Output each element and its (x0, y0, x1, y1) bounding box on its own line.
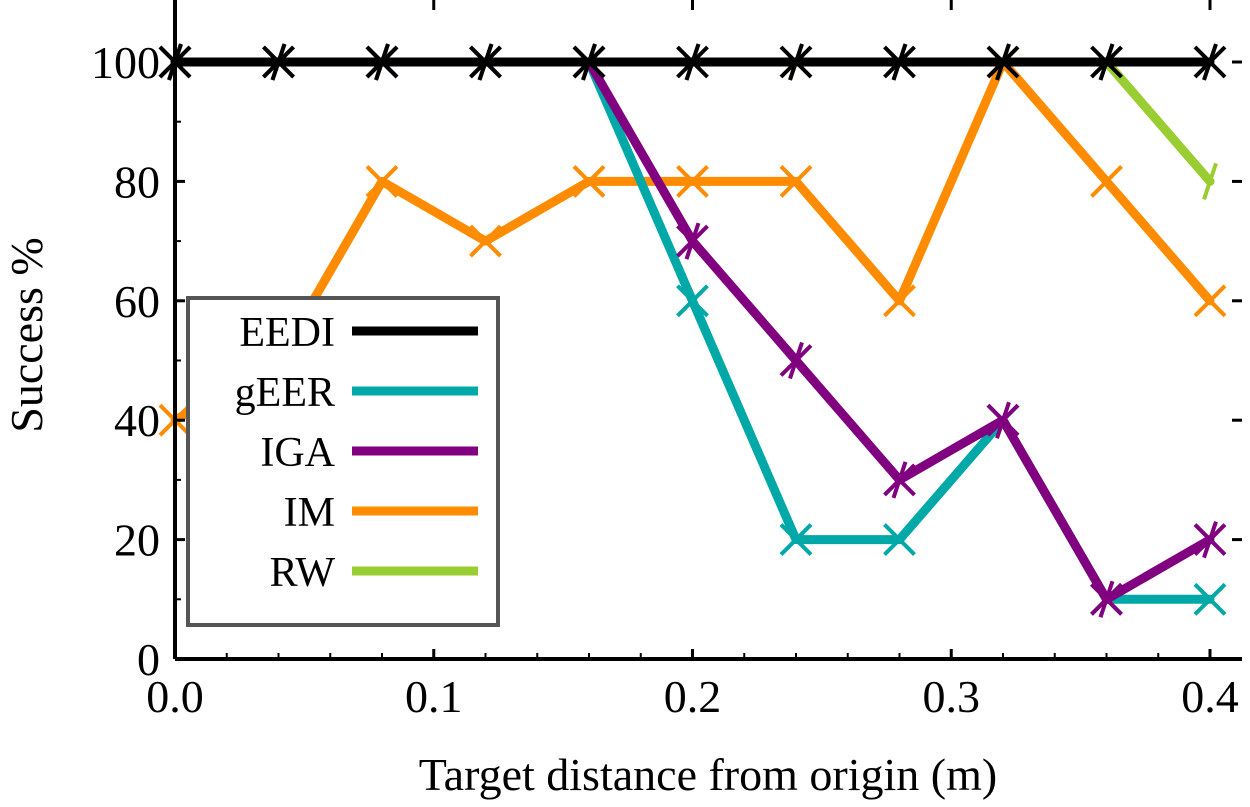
legend-item-iga: IGA (260, 430, 478, 476)
y-ticks: 0 20 40 60 80 100 (91, 37, 1242, 685)
legend-item-im: IM (284, 490, 478, 536)
legend-label: EEDI (239, 310, 335, 356)
data-point-iga (779, 341, 813, 380)
marker-stroke (1090, 164, 1123, 198)
series-im (158, 45, 1227, 437)
marker-stroke (477, 43, 494, 81)
x-tick-label: 0.2 (664, 671, 722, 722)
data-point-im (1090, 164, 1123, 198)
series-eedi (158, 43, 1227, 81)
legend-label: gEER (235, 370, 335, 416)
marker-stroke (1202, 162, 1218, 201)
y-tick-label: 100 (91, 37, 160, 88)
data-point-eedi (1090, 43, 1123, 81)
y-tick-label: 0 (137, 634, 160, 685)
data-point-eedi (262, 43, 295, 81)
data-point-geer (779, 523, 813, 557)
axes (173, 0, 1242, 661)
data-point-im (779, 164, 813, 198)
legend-label: IGA (260, 430, 335, 476)
marker-stroke (883, 523, 916, 557)
x-tick-label: 0.0 (146, 671, 204, 722)
data-point-iga (1193, 520, 1227, 559)
legend-item-rw: RW (270, 550, 478, 596)
legend-items: EEDI gEER IGA IM RW (235, 310, 478, 596)
data-point-eedi (676, 43, 709, 81)
marker-stroke (684, 222, 701, 260)
data-point-rw (1202, 162, 1218, 201)
legend-box (186, 296, 500, 627)
marker-stroke (572, 164, 606, 198)
data-point-eedi (1193, 43, 1227, 81)
legend-label: IM (284, 490, 335, 536)
marker-stroke (676, 284, 709, 318)
legend-item-eedi: EEDI (239, 310, 478, 356)
data-point-im (676, 164, 709, 198)
marker-stroke (374, 43, 390, 81)
marker-stroke (995, 401, 1011, 439)
x-tick-label: 0.4 (1181, 671, 1239, 722)
data-point-eedi (572, 43, 606, 81)
marker-stroke (779, 164, 813, 198)
data-point-im (365, 164, 399, 198)
marker-stroke (1098, 580, 1115, 618)
plot-series (158, 43, 1227, 618)
marker-stroke (365, 164, 399, 198)
y-tick-label: 60 (114, 276, 160, 327)
marker-stroke (883, 284, 916, 318)
data-point-im (883, 284, 916, 318)
marker-stroke (1202, 43, 1218, 81)
data-point-eedi (883, 43, 916, 81)
legend: EEDI gEER IGA IM RW (186, 296, 500, 627)
data-point-iga (1090, 580, 1123, 618)
marker-stroke (995, 43, 1011, 81)
y-tick-label: 20 (114, 515, 160, 566)
x-tick-label: 0.1 (405, 671, 463, 722)
data-point-iga (986, 401, 1020, 439)
data-point-eedi (779, 43, 813, 81)
y-tick-label: 80 (114, 156, 160, 207)
data-point-geer (1193, 582, 1227, 616)
marker-stroke (779, 523, 813, 557)
marker-stroke (1098, 43, 1115, 81)
marker-stroke (891, 461, 908, 499)
marker-stroke (1193, 582, 1227, 616)
marker-stroke (891, 43, 908, 81)
y-axis-title: Success % (1, 237, 52, 432)
data-point-iga (676, 222, 709, 260)
legend-item-geer: gEER (235, 370, 478, 416)
marker-stroke (684, 43, 701, 81)
x-ticks: 0.0 0.1 0.2 0.3 0.4 (146, 0, 1239, 722)
marker-stroke (270, 43, 287, 81)
data-point-geer (883, 523, 916, 557)
marker-stroke (1202, 520, 1218, 559)
data-point-im (469, 224, 502, 258)
data-point-eedi (469, 43, 502, 81)
marker-stroke (788, 43, 804, 81)
data-point-iga (883, 461, 916, 499)
data-point-eedi (986, 43, 1020, 81)
legend-label: RW (270, 550, 336, 596)
marker-stroke (676, 164, 709, 198)
data-point-geer (676, 284, 709, 318)
x-tick-label: 0.3 (923, 671, 981, 722)
marker-stroke (1193, 284, 1227, 318)
marker-stroke (581, 43, 597, 81)
y-tick-label: 40 (114, 395, 160, 446)
marker-stroke (469, 224, 502, 258)
data-point-im (572, 164, 606, 198)
marker-stroke (788, 341, 804, 380)
data-point-eedi (365, 43, 399, 81)
x-axis-title: Target distance from origin (m) (419, 749, 997, 800)
data-point-im (1193, 284, 1227, 318)
